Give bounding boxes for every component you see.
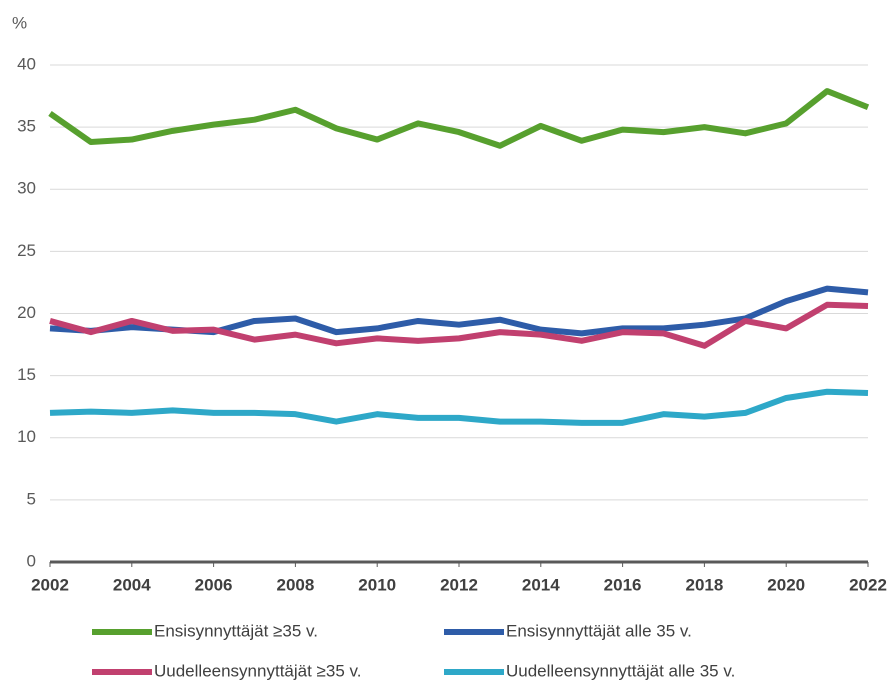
- y-tick-label: 5: [27, 489, 36, 508]
- series-line: [48, 88, 870, 149]
- series-line: [49, 301, 869, 349]
- x-tick-label: 2020: [767, 575, 805, 594]
- y-tick-label: 0: [27, 551, 36, 570]
- series-line: [49, 285, 869, 337]
- x-tick-label: 2010: [358, 575, 396, 594]
- legend-label: Uudelleensynnyttäjät ≥35 v.: [154, 661, 361, 680]
- x-tick-label: 2012: [440, 575, 478, 594]
- x-tick-label: 2014: [522, 575, 560, 594]
- series-line: [49, 388, 869, 426]
- x-tick-label: 2008: [276, 575, 314, 594]
- y-axis-label: %: [12, 13, 27, 32]
- x-tick-label: 2002: [31, 575, 69, 594]
- y-tick-label: 40: [17, 54, 36, 73]
- y-tick-label: 25: [17, 241, 36, 260]
- x-tick-label: 2006: [195, 575, 233, 594]
- x-tick-label: 2018: [685, 575, 723, 594]
- legend-label: Uudelleensynnyttäjät alle 35 v.: [506, 661, 735, 680]
- legend-label: Ensisynnyttäjät alle 35 v.: [506, 621, 692, 640]
- legend-label: Ensisynnyttäjät ≥35 v.: [154, 621, 318, 640]
- x-tick-label: 2022: [849, 575, 887, 594]
- y-tick-label: 30: [17, 179, 36, 198]
- x-tick-label: 2004: [113, 575, 151, 594]
- y-tick-label: 20: [17, 303, 36, 322]
- y-tick-label: 15: [17, 365, 36, 384]
- x-tick-label: 2016: [604, 575, 642, 594]
- y-tick-label: 10: [17, 427, 36, 446]
- y-tick-label: 35: [17, 117, 36, 136]
